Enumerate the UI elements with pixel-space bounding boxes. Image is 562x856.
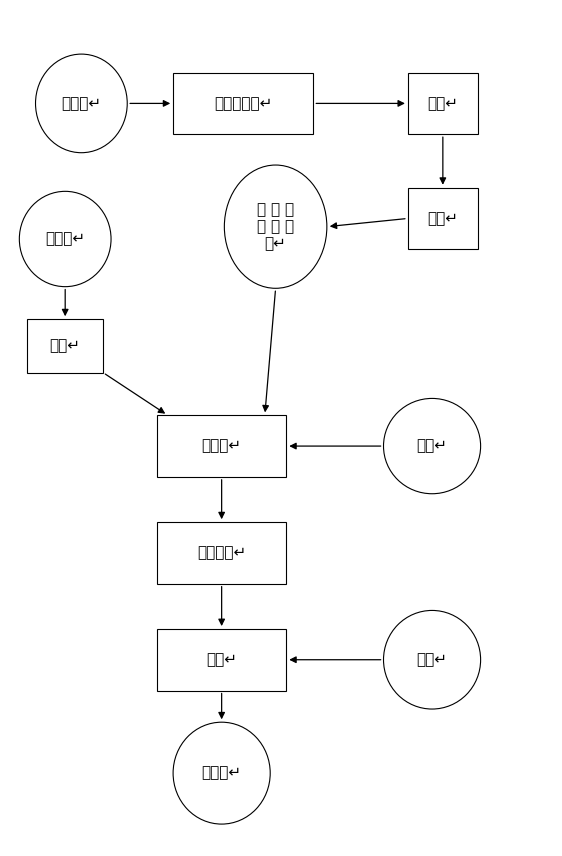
Bar bbox=[28, 319, 103, 372]
Ellipse shape bbox=[19, 192, 111, 287]
Bar bbox=[173, 73, 314, 134]
Ellipse shape bbox=[383, 398, 481, 494]
Text: 粉碎↵: 粉碎↵ bbox=[427, 96, 459, 111]
Text: 催化剂↵: 催化剂↵ bbox=[202, 765, 242, 781]
Text: 甲苯↵: 甲苯↵ bbox=[416, 652, 447, 667]
Bar bbox=[157, 415, 287, 477]
Bar bbox=[157, 522, 287, 584]
Bar bbox=[408, 73, 478, 134]
Ellipse shape bbox=[224, 165, 327, 288]
Text: 氮气↵: 氮气↵ bbox=[416, 438, 447, 454]
Text: 金属钠↵: 金属钠↵ bbox=[45, 231, 85, 247]
Bar bbox=[157, 629, 287, 691]
Text: 反应器↵: 反应器↵ bbox=[202, 438, 242, 454]
Text: 降温↵: 降温↵ bbox=[206, 652, 237, 667]
Text: 过筛↵: 过筛↵ bbox=[427, 211, 459, 226]
Ellipse shape bbox=[173, 722, 270, 824]
Text: 马弗炉干燥↵: 马弗炉干燥↵ bbox=[214, 96, 273, 111]
Text: 合 格 筛
分 碳 酸
钾↵: 合 格 筛 分 碳 酸 钾↵ bbox=[257, 202, 294, 252]
Text: 搅拌升温↵: 搅拌升温↵ bbox=[197, 545, 246, 561]
Ellipse shape bbox=[35, 54, 127, 152]
Text: 切割↵: 切割↵ bbox=[49, 338, 81, 354]
Bar bbox=[408, 187, 478, 249]
Text: 碳酸钾↵: 碳酸钾↵ bbox=[61, 96, 101, 111]
Ellipse shape bbox=[383, 610, 481, 709]
